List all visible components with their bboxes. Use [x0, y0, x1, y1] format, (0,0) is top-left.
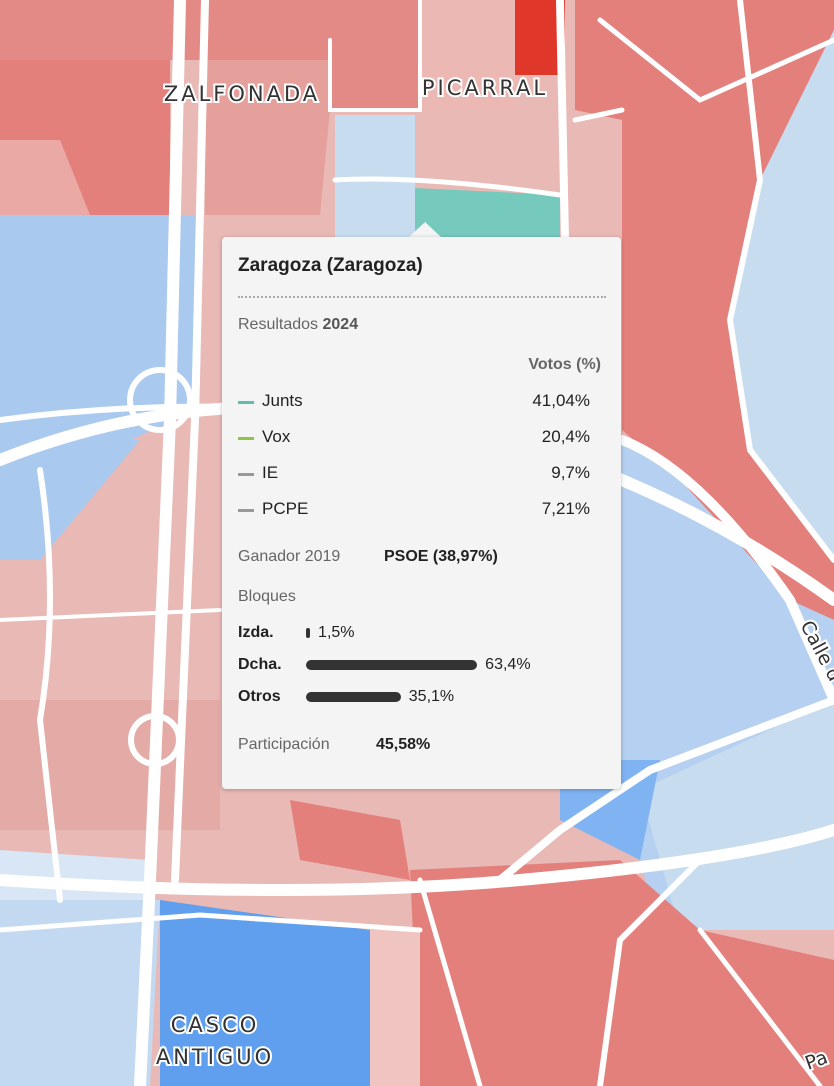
results-label: Resultados: [238, 316, 319, 333]
bloc-bar: [306, 628, 311, 638]
party-swatch: [238, 401, 254, 404]
party-value: 41,04%: [532, 391, 590, 410]
bloc-name: Otros: [238, 688, 281, 705]
party-name: Vox: [262, 427, 291, 446]
results-year: 2024: [322, 316, 359, 333]
turnout-label: Participación: [238, 736, 330, 753]
bloc-value: 63,4%: [485, 656, 531, 673]
party-value: 7,21%: [541, 499, 590, 518]
party-value: 9,7%: [551, 463, 590, 482]
bloc-value: 1,5%: [318, 624, 355, 641]
map-label: CASCO: [171, 1013, 260, 1037]
tooltip-title: Zaragoza (Zaragoza): [238, 255, 423, 276]
party-swatch: [238, 473, 254, 476]
party-swatch: [238, 509, 254, 512]
bloc-bar: [306, 660, 478, 670]
party-name: PCPE: [262, 499, 309, 518]
tooltip-arrow: [409, 222, 441, 237]
winner: PSOE (38,97%): [384, 548, 498, 565]
party-name: Junts: [262, 391, 303, 410]
separator: [238, 296, 606, 298]
bloc-bar: [306, 692, 401, 702]
map-label: ZALFONADA: [164, 82, 320, 106]
map-label: ANTIGUO: [156, 1045, 274, 1069]
party-value: 20,4%: [541, 427, 590, 446]
blocs-label: Bloques: [238, 588, 296, 605]
bloc-name: Izda.: [238, 624, 274, 641]
party-swatch: [238, 437, 254, 440]
tooltip: Zaragoza (Zaragoza) Resultados 2024 Voto…: [222, 237, 621, 789]
votes-header: Votos (%): [528, 356, 601, 373]
party-name: IE: [262, 463, 279, 482]
bloc-value: 35,1%: [408, 688, 455, 705]
winner-label: Ganador 2019: [238, 548, 341, 565]
map-label: PICARRAL: [422, 76, 548, 100]
bloc-name: Dcha.: [238, 656, 282, 673]
turnout: 45,58%: [376, 736, 431, 753]
